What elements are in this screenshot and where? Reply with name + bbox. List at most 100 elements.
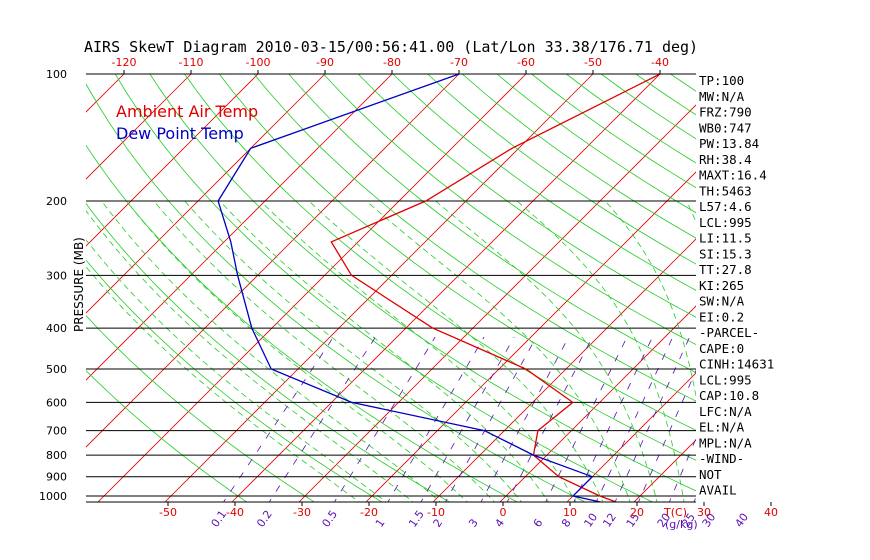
isotherm-line [86, 74, 393, 381]
stat-item: MAXT:16.4 [699, 168, 767, 183]
dry-adiabat-line [253, 74, 696, 402]
bottom-temp-tick-label: 10 [563, 506, 577, 519]
stat-item: TH:5463 [699, 183, 752, 198]
stat-item: PW:13.84 [699, 136, 759, 151]
top-temp-tick-label: -70 [450, 56, 468, 69]
stat-item: CINH:14631 [699, 357, 774, 372]
stat-item: TP:100 [699, 73, 744, 88]
ambient-temp-line [330, 74, 661, 502]
moist-adiabat-line [753, 201, 765, 505]
moist-adiabat-line [86, 266, 360, 502]
mixing-ratio-line [420, 336, 515, 502]
moist-adiabat-line [308, 200, 604, 502]
temp-unit-label: T(C) [663, 506, 687, 519]
stats-panel: TP:100MW:N/AFRZ:790WB0:747PW:13.84RH:38.… [699, 73, 774, 498]
dry-adiabat-line [323, 74, 696, 346]
isotherm-line [365, 171, 696, 502]
dry-adiabat-line [86, 83, 586, 502]
isotherm-line [86, 74, 326, 314]
isotherm-line [566, 372, 696, 502]
mix-unit-label: (g/kg) [665, 518, 698, 531]
dry-adiabat-line [462, 74, 696, 239]
stat-item: CAPE:0 [699, 341, 744, 356]
legend-ambient-temp: Ambient Air Temp [116, 102, 258, 121]
mixing-ratio-line [333, 336, 436, 502]
stat-item: -WIND- [699, 451, 744, 466]
top-temp-tick-label: -50 [584, 56, 602, 69]
axes-group: 0.1 0.2 0.5 1 1.5 2 3 4 6 8 10 12 15 20 25 30 4010020030… [39, 56, 778, 530]
moist-adiabat-line [260, 200, 577, 502]
pressure-tick-label: 300 [46, 269, 67, 282]
isotherm-line [86, 74, 192, 180]
stat-item: LI:11.5 [699, 231, 752, 246]
dry-adiabat-line [86, 202, 451, 502]
bottom-temp-tick-label: 40 [764, 506, 778, 519]
moist-adiabat-line [86, 210, 414, 502]
dry-adiabat-line [427, 74, 696, 265]
top-temp-tick-label: -80 [383, 56, 401, 69]
moist-adiabat-line [219, 200, 550, 502]
pressure-tick-label: 100 [46, 68, 67, 81]
legend-dew-point: Dew Point Temp [116, 124, 244, 143]
isotherm-line [499, 305, 696, 502]
pressure-tick-label: 500 [46, 363, 67, 376]
pressure-tick-label: 800 [46, 449, 67, 462]
top-temp-tick-label: -40 [651, 56, 669, 69]
mixing-ratio-tick-label: 12 [600, 511, 619, 530]
dry-adiabat-line [288, 74, 696, 373]
moist-adiabat-line [126, 200, 468, 502]
grid-group [0, 74, 870, 505]
stat-item: L57:4.6 [699, 199, 752, 214]
bottom-temp-tick-label: -10 [427, 506, 445, 519]
y-axis-label: PRESSURE (MB) [72, 237, 86, 332]
top-temp-tick-label: -60 [517, 56, 535, 69]
pressure-tick-label: 700 [46, 425, 67, 438]
isotherm-line [765, 74, 870, 505]
mixing-ratio-tick-label: 40 [732, 511, 751, 530]
moist-adiabat-line [101, 200, 441, 502]
mixing-ratio-tick-label: 6 [531, 517, 546, 530]
moist-adiabat-line [86, 239, 387, 502]
isotherm-line [0, 74, 57, 505]
dry-adiabat-line [392, 74, 696, 291]
mixing-ratio-line [223, 336, 334, 502]
mixing-ratio-line [573, 336, 653, 502]
dew-point-line [217, 74, 604, 502]
profile-group [217, 74, 661, 502]
bottom-temp-tick-label: 0 [500, 506, 507, 519]
dry-adiabat-line [184, 74, 696, 461]
moist-adiabat-line [604, 200, 696, 398]
stat-item: SW:N/A [699, 294, 745, 309]
moist-adiabat-line [516, 200, 685, 502]
pressure-tick-label: 1000 [39, 490, 67, 503]
isotherm-line [86, 74, 125, 113]
pressure-tick-label: 900 [46, 471, 67, 484]
dry-adiabat-line [114, 74, 654, 502]
stat-item: SI:15.3 [699, 246, 752, 261]
bottom-temp-tick-label: -50 [159, 506, 177, 519]
bottom-temp-tick-label: -40 [226, 506, 244, 519]
stat-item: EI:0.2 [699, 309, 744, 324]
isobar-group [86, 73, 696, 497]
stat-item: FRZ:790 [699, 105, 752, 120]
top-temp-tick-label: -100 [246, 56, 271, 69]
mixing-ratio-tick-label: 10 [581, 511, 600, 530]
dry-adiabat-line [496, 74, 696, 214]
dry-adiabat-line [218, 74, 696, 431]
mixing-ratio-line [480, 336, 569, 502]
mixing-ratio-tick-label: 0.5 [319, 508, 340, 530]
top-temp-tick-label: -120 [112, 56, 137, 69]
isotherm-line [832, 74, 870, 505]
stat-item: RH:38.4 [699, 152, 752, 167]
stat-item: LFC:N/A [699, 404, 752, 419]
stat-item: NOT [699, 467, 722, 482]
moist-adiabat-line [184, 200, 522, 502]
isotherm-line [231, 74, 661, 502]
bottom-temp-tick-label: 20 [630, 506, 644, 519]
stat-item: CAP:10.8 [699, 388, 759, 403]
bottom-temp-tick-label: -30 [293, 506, 311, 519]
mixing-ratio-tick-label: 3 [466, 517, 481, 530]
isotherm-line [298, 104, 696, 502]
bottom-temp-tick-label: -20 [360, 506, 378, 519]
